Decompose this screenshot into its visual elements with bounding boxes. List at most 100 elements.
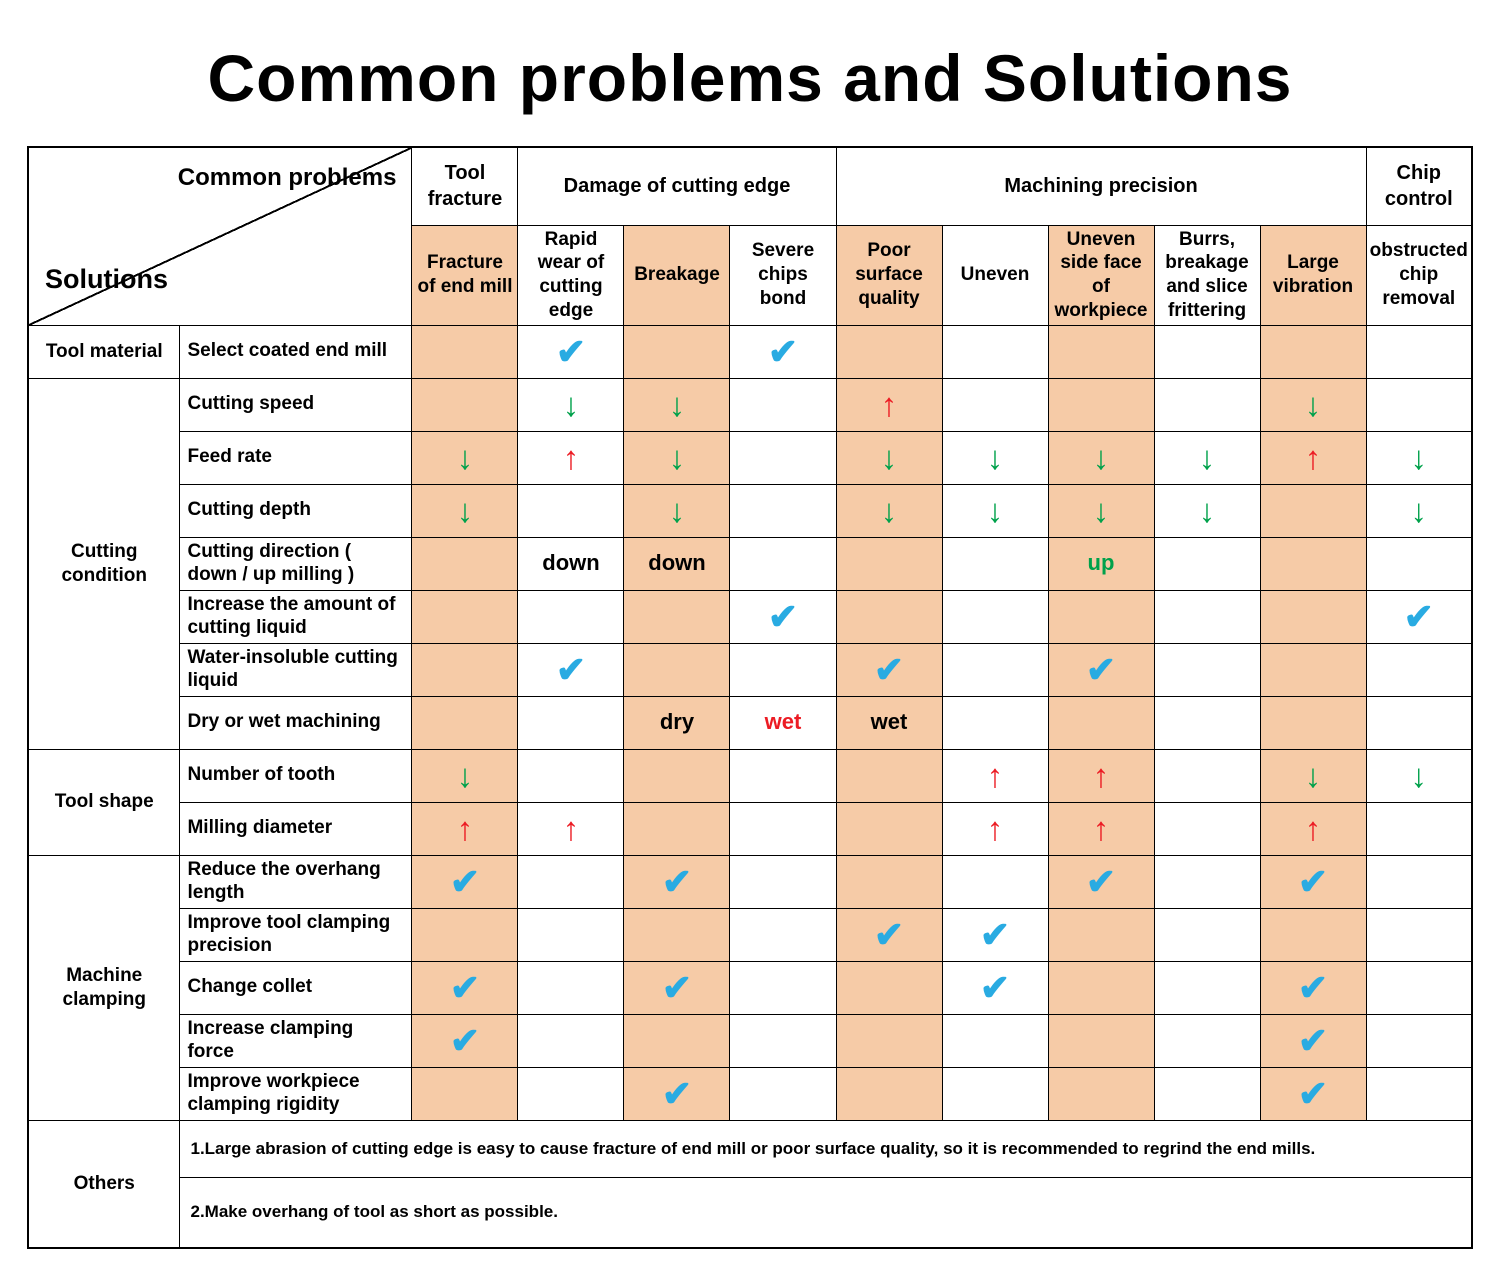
matrix-cell: ✔ [623,1066,731,1121]
matrix-cell: ↓ [1259,748,1367,803]
matrix-cell: ↑ [1259,801,1367,856]
corner-header-cell: Common problems Solutions [27,146,413,326]
matrix-cell-empty [623,748,731,803]
column-header-uneven: Uneven [941,224,1049,326]
check-icon: ✔ [1085,648,1117,690]
column-header-poor-surface-quality: Poor surface quality [835,224,943,326]
matrix-cell-empty [411,536,519,591]
problems-solutions-table: Common problems Solutions Tool fracture Dam… [26,146,1474,1249]
matrix-cell-empty [1047,589,1155,644]
matrix-cell-empty [729,536,837,591]
arrow-up-icon: ↑ [456,810,474,847]
matrix-cell: ✔ [517,324,625,379]
matrix-cell-empty [941,324,1049,379]
arrow-down-icon: ↓ [880,439,898,476]
matrix-cell: ✔ [835,907,943,962]
value-text-down: down [648,550,706,575]
arrow-up-icon: ↑ [1304,439,1322,476]
check-icon: ✔ [449,860,481,902]
table-row: Milling diameter ↑ ↑ ↑ ↑ ↑ [28,801,1473,856]
matrix-cell-empty [1153,1066,1261,1121]
row-group-machine-clamping: Machine clamping [27,854,181,1121]
column-header-fracture-of-end-mill: Fracture of end mill [411,224,519,326]
row-group-cutting-condition: Cutting condition [27,377,181,750]
others-row: Others 1.Large abrasion of cutting edge i… [27,1119,1473,1249]
row-label-milling-diameter: Milling diameter [179,801,413,856]
matrix-cell-empty [729,1013,837,1068]
row-label-cutting-speed: Cutting speed [179,377,413,432]
arrow-down-icon: ↓ [668,492,686,529]
matrix-cell: ✔ [623,854,731,909]
arrow-down-icon: ↓ [562,386,580,423]
matrix-cell-empty [729,483,837,538]
table-row: Improve workpiece clamping rigidity ✔ ✔ [28,1066,1473,1121]
check-icon: ✔ [1297,860,1329,902]
row-label-dry-or-wet-machining: Dry or wet machining [179,695,413,750]
matrix-cell: ↓ [517,377,625,432]
row-label-cutting-depth: Cutting depth [179,483,413,538]
check-icon: ✔ [767,595,799,637]
matrix-cell-empty [1365,695,1473,750]
matrix-cell: ↑ [1259,430,1367,485]
matrix-cell-empty [623,801,731,856]
matrix-cell: wet [835,695,943,750]
arrow-down-icon: ↓ [1410,757,1428,794]
arrow-up-icon: ↑ [1092,810,1110,847]
column-header-breakage: Breakage [623,224,731,326]
matrix-cell-empty [1259,907,1367,962]
row-label-cutting-direction-down-up-milling: Cutting direction ( down / up milling ) [179,536,413,591]
check-icon: ✔ [661,966,693,1008]
matrix-cell: ↓ [1259,377,1367,432]
column-group-chip-control: Chip control [1365,146,1473,226]
matrix-cell: ✔ [1259,960,1367,1015]
matrix-cell-empty [517,854,625,909]
column-group-damage-of-cutting-edge: Damage of cutting edge [517,146,837,226]
matrix-cell-empty [1365,801,1473,856]
matrix-cell: ✔ [1047,642,1155,697]
check-icon: ✔ [661,1072,693,1114]
arrow-down-icon: ↓ [1304,386,1322,423]
check-icon: ✔ [1297,1072,1329,1114]
matrix-cell: ↓ [1365,748,1473,803]
matrix-cell-empty [835,854,943,909]
arrow-up-icon: ↑ [1092,757,1110,794]
corner-label-common-problems: Common problems [177,164,397,191]
table-row: Improve tool clamping precision ✔ ✔ [28,907,1473,962]
matrix-cell: ↓ [941,430,1049,485]
matrix-cell: ↓ [1153,483,1261,538]
arrow-down-icon: ↓ [1092,492,1110,529]
arrow-down-icon: ↓ [1198,439,1216,476]
matrix-cell-empty [1365,1066,1473,1121]
table-row: Increase the amount of cutting liquid ✔ ✔ [28,589,1473,644]
table-row: Cutting direction ( down / up milling ) d… [28,536,1473,591]
matrix-cell-empty [517,907,625,962]
matrix-cell: ↓ [623,377,731,432]
table-row: Machine clamping Reduce the overhang leng… [27,854,1473,1121]
matrix-cell: ↑ [517,430,625,485]
matrix-cell: ↓ [623,430,731,485]
arrow-up-icon: ↑ [562,810,580,847]
note-text: 1.Large abrasion of cutting edge is easy… [179,1119,1473,1178]
matrix-cell: ✔ [1365,589,1473,644]
table-row: Feed rate ↓ ↑ ↓ ↓ ↓ ↓ ↓ ↑ ↓ [28,430,1473,485]
matrix-cell-empty [1365,536,1473,591]
row-group-others: Others [27,1119,181,1249]
matrix-cell: ↓ [411,748,519,803]
arrow-down-icon: ↓ [1304,757,1322,794]
matrix-cell-empty [411,589,519,644]
matrix-cell: ✔ [941,907,1049,962]
column-header-uneven-side-face-of-workpiece: Uneven side face of workpiece [1047,224,1155,326]
matrix-cell: ↓ [941,483,1049,538]
matrix-cell-empty [729,1066,837,1121]
matrix-cell-empty [1153,536,1261,591]
matrix-cell: down [517,536,625,591]
matrix-cell: ↑ [1047,801,1155,856]
matrix-cell-empty [1153,695,1261,750]
matrix-cell-empty [1047,324,1155,379]
value-text-up: up [1087,550,1115,575]
matrix-cell-empty [1153,960,1261,1015]
matrix-cell-empty [1153,642,1261,697]
column-header-burrs-breakage-and-slice-frittering: Burrs, breakage and slice frittering [1153,224,1261,326]
matrix-cell: ✔ [1259,854,1367,909]
matrix-cell-empty [623,589,731,644]
